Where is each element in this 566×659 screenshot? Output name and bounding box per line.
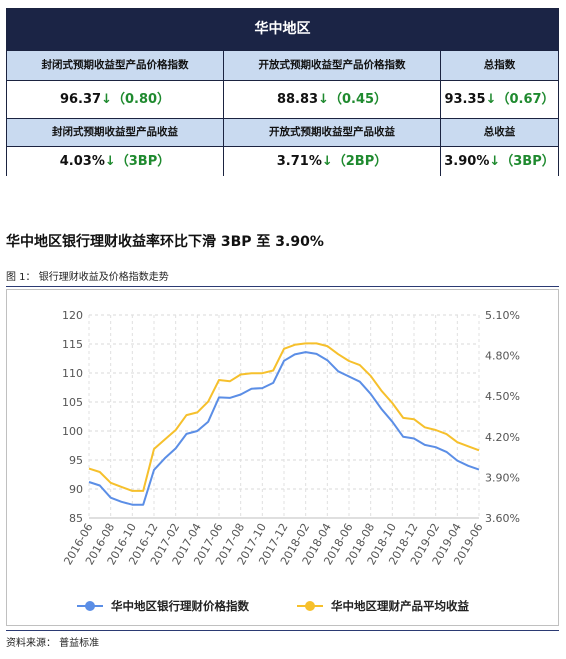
value-number: 3.71% xyxy=(276,154,322,169)
caption-divider xyxy=(6,286,559,287)
left-tick-label: 100 xyxy=(62,425,83,438)
value-change: （3BP） xyxy=(500,154,555,169)
header-open-yield: 开放式预期收益型产品收益 xyxy=(224,118,441,146)
value-number: 3.90% xyxy=(444,154,490,169)
left-tick-label: 85 xyxy=(69,512,83,525)
value-number: 88.83 xyxy=(276,92,319,107)
value-change: （0.80） xyxy=(111,92,171,107)
left-tick-label: 110 xyxy=(62,367,83,380)
legend-marker xyxy=(85,601,95,611)
value-number: 4.03% xyxy=(59,154,105,169)
value-closed-price-index: 96.37↓（0.80） xyxy=(7,80,224,118)
table-title: 华中地区 xyxy=(7,9,558,50)
down-arrow-icon: ↓ xyxy=(104,154,116,169)
table-header-row-1: 封闭式预期收益型产品价格指数 开放式预期收益型产品价格指数 总指数 xyxy=(7,50,558,80)
value-total-index: 93.35↓（0.67） xyxy=(441,80,558,118)
right-tick-label: 3.90% xyxy=(485,471,520,484)
down-arrow-icon: ↓ xyxy=(321,154,333,169)
value-open-price-index: 88.83↓（0.45） xyxy=(224,80,441,118)
table-header-row-2: 封闭式预期收益型产品收益 开放式预期收益型产品收益 总收益 xyxy=(7,118,558,146)
left-tick-label: 95 xyxy=(69,454,83,467)
table-value-row-1: 96.37↓（0.80） 88.83↓（0.45） 93.35↓（0.67） xyxy=(7,80,558,118)
header-total-yield: 总收益 xyxy=(441,118,558,146)
section-title: 华中地区银行理财收益率环比下滑 3BP 至 3.90% xyxy=(6,234,324,250)
value-number: 93.35 xyxy=(444,92,486,107)
header-total-index: 总指数 xyxy=(441,50,558,80)
down-arrow-icon: ↓ xyxy=(489,154,501,169)
source-divider xyxy=(6,630,559,631)
down-arrow-icon: ↓ xyxy=(318,92,329,107)
left-tick-label: 105 xyxy=(62,396,83,409)
series-line-avg-yield xyxy=(88,342,480,492)
value-change: （2BP） xyxy=(332,154,388,169)
header-closed-price-index: 封闭式预期收益型产品价格指数 xyxy=(7,50,224,80)
value-total-yield: 3.90%↓（3BP） xyxy=(441,146,558,176)
header-closed-yield: 封闭式预期收益型产品收益 xyxy=(7,118,224,146)
value-number: 96.37 xyxy=(59,92,102,107)
legend-label: 华中地区理财产品平均收益 xyxy=(331,599,469,613)
figure-caption: 图 1： 银行理财收益及价格指数走势 xyxy=(6,272,169,283)
right-tick-label: 3.60% xyxy=(485,512,520,525)
line-chart: 85 90 95 100 105 110 115 120 3.60% 3.90% 4.20% 4.50… xyxy=(61,309,520,613)
header-open-price-index: 开放式预期收益型产品价格指数 xyxy=(224,50,441,80)
table-value-row-2: 4.03%↓（3BP） 3.71%↓（2BP） 3.90%↓（3BP） xyxy=(7,146,558,176)
value-change: （3BP） xyxy=(115,154,171,169)
right-tick-label: 4.80% xyxy=(485,350,520,363)
left-tick-label: 115 xyxy=(62,338,83,351)
left-tick-label: 120 xyxy=(62,309,83,322)
down-arrow-icon: ↓ xyxy=(101,92,112,107)
value-change: （0.45） xyxy=(328,92,388,107)
series-line-price-index xyxy=(88,351,480,506)
legend-label: 华中地区银行理财价格指数 xyxy=(111,599,249,613)
right-tick-label: 4.50% xyxy=(485,390,520,403)
source-note: 资料来源： 普益标准 xyxy=(6,638,100,649)
down-arrow-icon: ↓ xyxy=(485,92,497,107)
left-tick-label: 90 xyxy=(69,483,83,496)
right-tick-label: 4.20% xyxy=(485,431,520,444)
value-change: （0.67） xyxy=(496,92,555,107)
chart-frame: 85 90 95 100 105 110 115 120 3.60% 3.90% 4.20% 4.50… xyxy=(6,289,559,626)
value-closed-yield: 4.03%↓（3BP） xyxy=(7,146,224,176)
value-open-yield: 3.71%↓（2BP） xyxy=(224,146,441,176)
right-tick-label: 5.10% xyxy=(485,309,520,322)
legend-marker xyxy=(305,601,315,611)
summary-table: 华中地区 封闭式预期收益型产品价格指数 开放式预期收益型产品价格指数 总指数 9… xyxy=(6,8,559,176)
